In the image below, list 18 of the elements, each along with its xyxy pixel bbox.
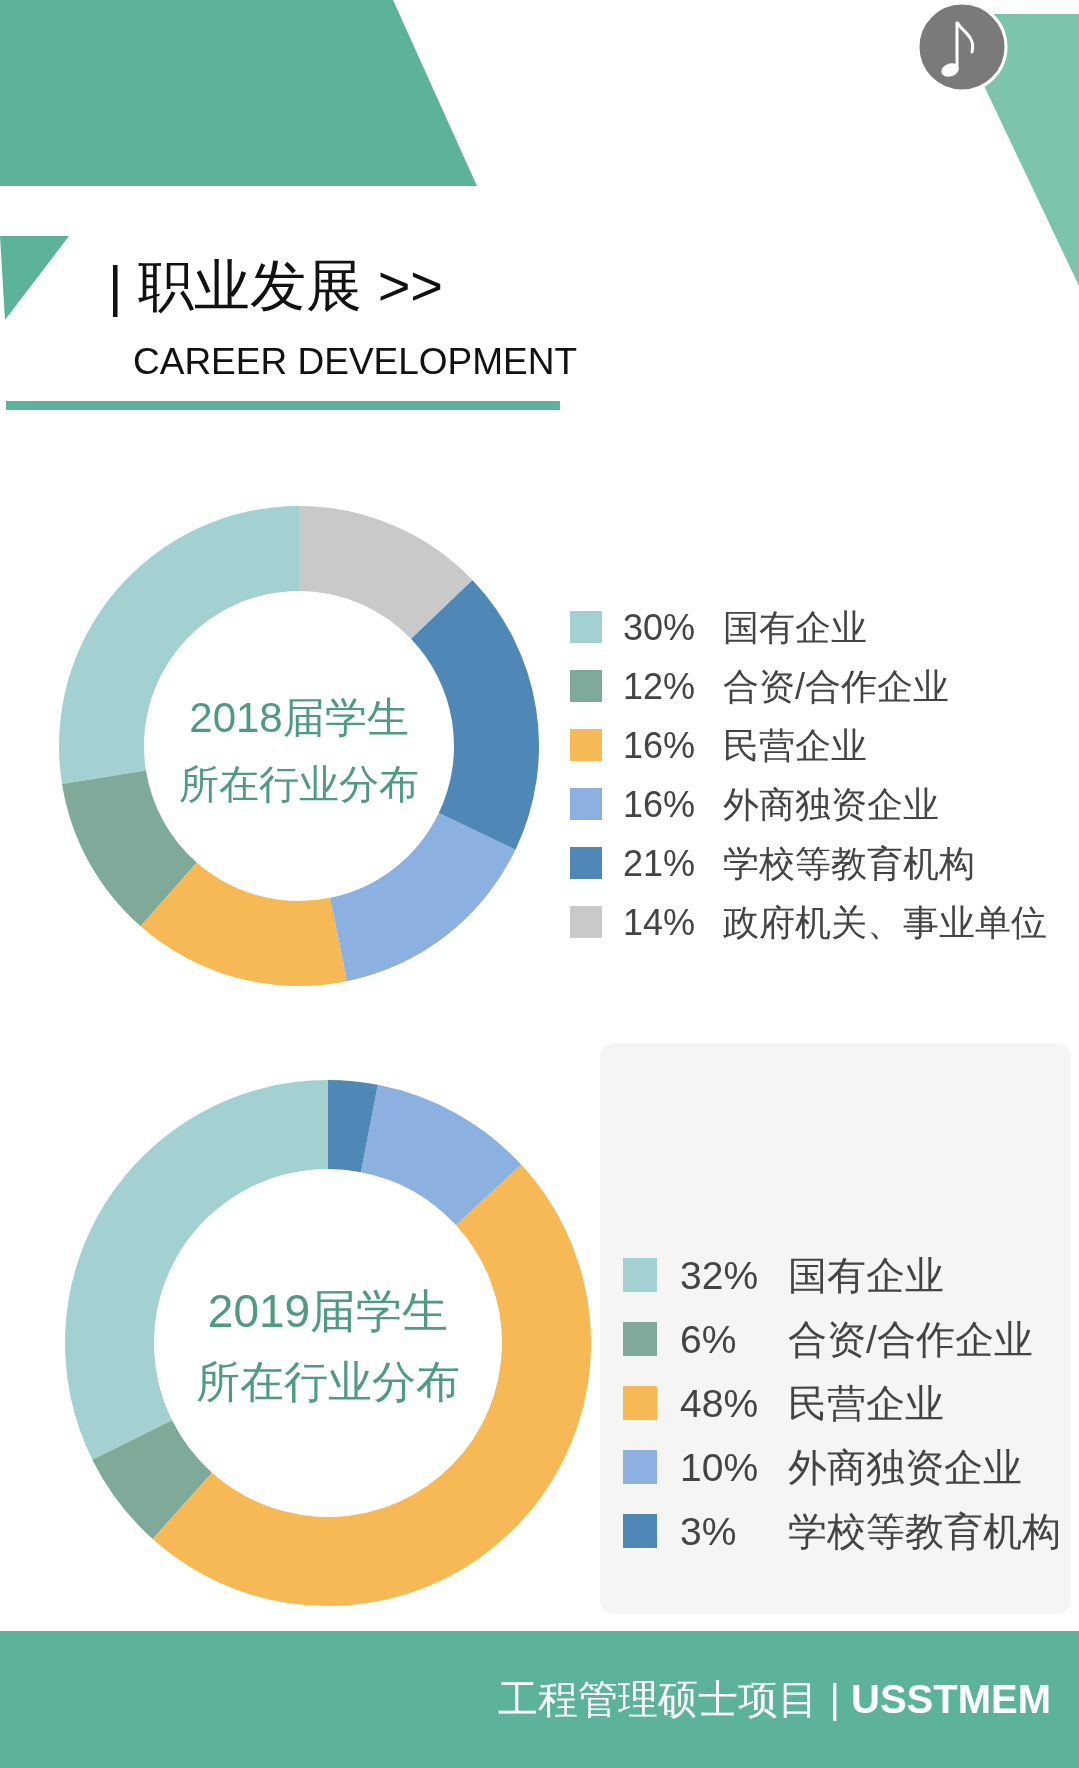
text: 工程管理硕士项目 | USSTMEM	[498, 1677, 1051, 1721]
text: 所在行业分布	[196, 1357, 460, 1406]
text: CAREER DEVELOPMENT	[133, 341, 578, 382]
text: | 职业发展 >>	[108, 254, 444, 317]
legend-label: 14% 政府机关、事业单位	[623, 901, 1047, 943]
legend-label: 10% 外商独资企业	[680, 1446, 1022, 1490]
legend-label: 30% 国有企业	[623, 606, 867, 648]
category-label: 6% 合资/合作企业	[680, 1318, 1033, 1362]
legend-label: 16% 外商独资企业	[623, 783, 939, 825]
legend-label: 32% 国有企业	[680, 1254, 944, 1298]
text: 2019届学生	[207, 1285, 449, 1337]
text: 2018届学生	[189, 694, 409, 741]
legend-label: 12% 合资/合作企业	[623, 665, 949, 707]
legend-label: 21% 学校等教育机构	[623, 842, 975, 884]
text: 所在行业分布	[179, 762, 419, 806]
category-label: 3% 学校等教育机构	[680, 1510, 1061, 1554]
legend-label: 48% 民营企业	[680, 1382, 944, 1426]
legend-label: 16% 民营企业	[623, 724, 867, 766]
